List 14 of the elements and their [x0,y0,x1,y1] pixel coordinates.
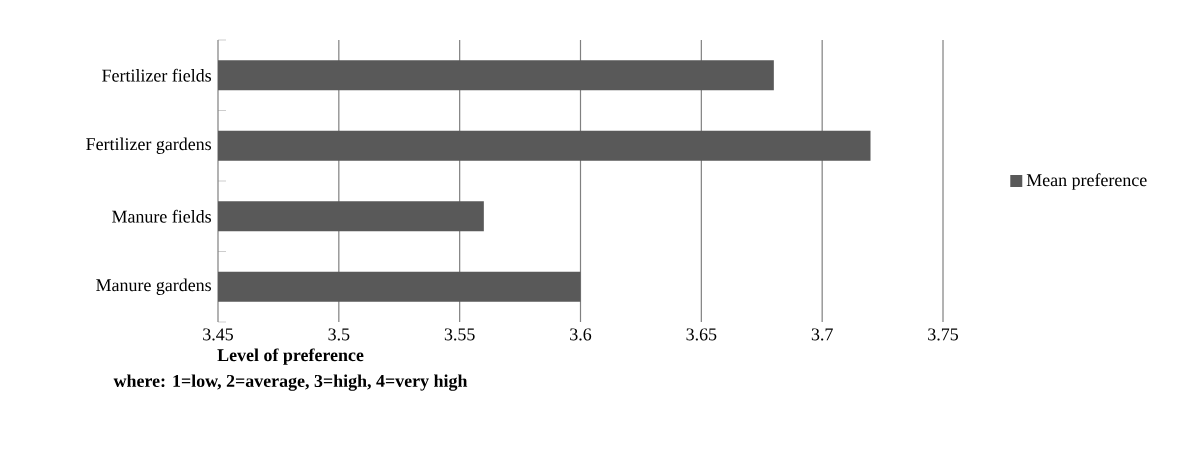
y-tick-label: Fertilizer fields [102,68,212,82]
x-tick-label: 3.65 [686,328,717,341]
y-tick-label: Manure gardens [96,278,211,295]
legend-label: Mean preference [1026,173,1147,190]
x-tick-label: 3.45 [203,328,234,341]
x-tick-label: 3.5 [328,328,350,341]
x-tick-label: 3.75 [928,328,959,341]
text: where: 1=low, 2=average, 3=high, 4=very high [113,374,468,391]
y-tick-label: Fertilizer gardens [86,137,212,154]
x-tick-label: 3.7 [811,328,833,341]
x-axis-title: Level of preference [217,348,364,365]
y-tick-label: Manure fields [112,209,211,223]
x-tick-label: 3.6 [570,328,592,341]
x-tick-label: 3.55 [444,328,475,341]
